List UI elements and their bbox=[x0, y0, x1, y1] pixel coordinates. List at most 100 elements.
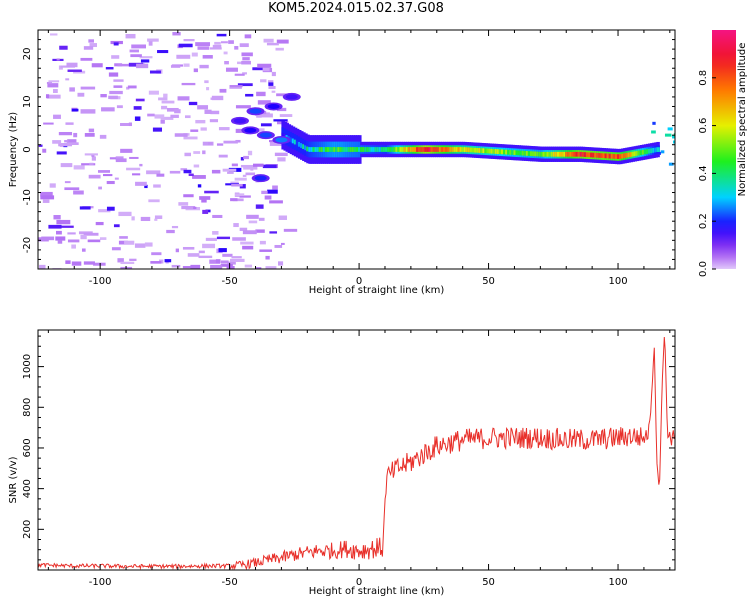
noise-cell bbox=[45, 94, 50, 99]
signal-core bbox=[407, 147, 412, 152]
noise-cell bbox=[225, 67, 238, 72]
signal-core bbox=[625, 152, 629, 158]
noise-cell bbox=[200, 127, 207, 131]
signal-core bbox=[654, 147, 658, 153]
signal-core bbox=[554, 151, 559, 157]
noise-cell bbox=[269, 200, 283, 204]
signal-core bbox=[616, 154, 621, 159]
noise-cell bbox=[278, 215, 288, 220]
noise-cell bbox=[220, 41, 228, 44]
noise-cell bbox=[223, 140, 238, 144]
noise-cell bbox=[183, 39, 195, 42]
noise-cell bbox=[95, 221, 104, 226]
x-tick-label: 100 bbox=[608, 276, 627, 287]
signal-core bbox=[471, 147, 476, 153]
noise-cell bbox=[111, 247, 121, 251]
signal-core bbox=[333, 147, 337, 152]
noise-cell bbox=[83, 232, 99, 236]
noise-cell bbox=[39, 264, 46, 269]
colorbar-tick-label: 0.2 bbox=[698, 213, 709, 229]
noise-cell bbox=[134, 243, 146, 248]
signal-core bbox=[316, 147, 321, 152]
noise-cell bbox=[65, 122, 74, 125]
signal-core bbox=[411, 147, 416, 152]
noise-cell bbox=[48, 224, 62, 229]
noise-cell bbox=[91, 156, 96, 161]
noise-cell bbox=[192, 175, 206, 179]
noise-cell bbox=[201, 199, 207, 203]
noise-cell bbox=[188, 101, 198, 106]
noise-cell bbox=[56, 151, 67, 155]
signal-core bbox=[403, 147, 408, 152]
noise-cell bbox=[156, 173, 165, 177]
noise-cell bbox=[261, 190, 268, 195]
noise-cell bbox=[235, 105, 251, 109]
noise-cell bbox=[219, 88, 227, 93]
noise-cell bbox=[280, 242, 285, 245]
noise-cell bbox=[120, 261, 135, 265]
noise-cell bbox=[169, 170, 181, 174]
noise-cell bbox=[242, 230, 257, 235]
signal-core bbox=[322, 147, 327, 152]
noise-cell bbox=[241, 52, 253, 57]
noise-cell bbox=[216, 143, 224, 146]
noise-cell bbox=[52, 140, 62, 144]
noise-cell bbox=[178, 43, 193, 48]
noise-cell bbox=[227, 171, 234, 174]
noise-cell bbox=[98, 209, 111, 213]
signal-core bbox=[534, 151, 538, 157]
noise-cell bbox=[262, 164, 277, 169]
noise-cell bbox=[182, 246, 195, 250]
noise-cell bbox=[183, 169, 192, 174]
noise-cell bbox=[153, 184, 161, 188]
signal-core bbox=[329, 147, 333, 152]
noise-cell bbox=[56, 58, 60, 61]
noise-cell bbox=[140, 59, 150, 63]
noise-cell bbox=[202, 55, 213, 59]
signal-core bbox=[627, 152, 631, 158]
noise-cell bbox=[209, 47, 222, 50]
noise-cell bbox=[150, 261, 162, 264]
signal-core bbox=[281, 132, 285, 138]
noise-cell bbox=[57, 240, 63, 244]
noise-cell bbox=[170, 65, 181, 68]
signal-core bbox=[341, 147, 345, 152]
noise-cell bbox=[106, 206, 115, 211]
y-tick-label: 20 bbox=[22, 48, 33, 61]
noise-cell bbox=[257, 113, 273, 118]
x-tick-label: -50 bbox=[221, 276, 237, 287]
noise-cell bbox=[195, 42, 211, 47]
noise-cell bbox=[65, 260, 71, 264]
noise-cell bbox=[218, 127, 230, 131]
colorbar-tick-label: 0.8 bbox=[698, 70, 709, 86]
signal-core bbox=[289, 137, 294, 143]
noise-cell bbox=[244, 34, 252, 39]
signal-core bbox=[507, 149, 511, 155]
noise-cell bbox=[255, 229, 265, 233]
signal-core bbox=[366, 147, 370, 152]
noise-cell bbox=[183, 194, 194, 198]
noise-cell bbox=[108, 72, 119, 77]
signal-core bbox=[291, 138, 296, 144]
signal-core bbox=[432, 147, 437, 152]
noise-cell bbox=[126, 167, 141, 171]
noise-cell bbox=[144, 242, 153, 247]
x-axis-label: Height of straight line (km) bbox=[309, 586, 445, 597]
noise-cell bbox=[58, 142, 73, 147]
signal-core bbox=[592, 152, 596, 158]
signal-core bbox=[652, 147, 656, 153]
signal-core bbox=[623, 153, 627, 159]
signal-core bbox=[484, 148, 488, 154]
noise-cell bbox=[188, 173, 194, 177]
noise-cell bbox=[260, 123, 272, 127]
signal-core bbox=[422, 147, 426, 152]
signal-core bbox=[447, 147, 451, 152]
noise-cell bbox=[73, 165, 85, 170]
signal-core bbox=[442, 147, 447, 152]
noise-cell bbox=[81, 163, 96, 166]
noise-cell bbox=[89, 43, 97, 48]
signal-core bbox=[482, 148, 486, 154]
noise-cell bbox=[64, 187, 80, 191]
noise-cell bbox=[99, 134, 107, 139]
noise-cell bbox=[52, 89, 58, 93]
